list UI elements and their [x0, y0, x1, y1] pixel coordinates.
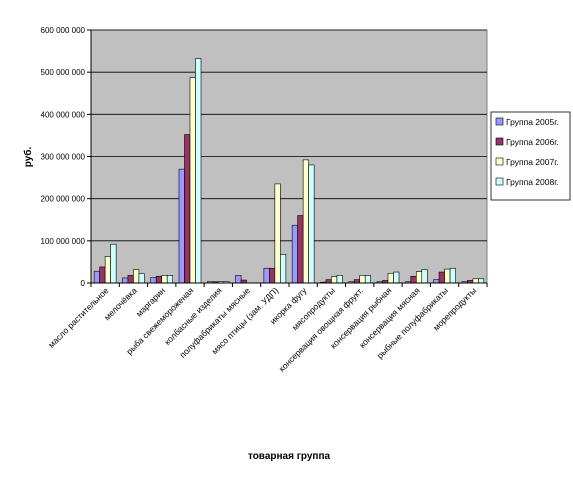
bar [122, 277, 129, 284]
bar [308, 164, 315, 284]
bar [415, 271, 423, 284]
bar [104, 256, 111, 284]
bar [421, 269, 428, 284]
bar [302, 159, 309, 284]
y-axis-ticks: 0 100 000 000 200 000 000 300 000 000 400 00… [41, 26, 91, 288]
bar [444, 268, 451, 284]
bar [297, 215, 304, 284]
bar [138, 273, 145, 284]
bar [155, 275, 163, 284]
bar [359, 275, 366, 284]
legend-label: Группа 2007г. [506, 157, 559, 167]
bar [387, 273, 394, 284]
bar [161, 275, 168, 284]
bar [184, 134, 191, 284]
legend: Группа 2005г. Группа 2006г. Группа 2007г. Г… [490, 111, 571, 201]
bar [331, 276, 338, 284]
bar [433, 279, 440, 284]
bar [235, 275, 242, 284]
bar [449, 267, 456, 284]
bar [364, 275, 372, 284]
bar [393, 271, 400, 284]
bar [280, 254, 287, 284]
legend-swatch [495, 137, 504, 146]
legend-swatch [495, 157, 504, 166]
y-tick-label: 600 000 000 [41, 26, 86, 35]
bar [336, 275, 343, 284]
legend-label: Группа 2008г. [506, 177, 559, 187]
bar [291, 224, 298, 284]
bar [269, 267, 276, 284]
bars [93, 58, 485, 284]
bar [195, 58, 202, 284]
bar [325, 279, 332, 284]
x-tick-label: масло растительное [46, 285, 111, 350]
legend-swatch [495, 117, 504, 126]
legend-label: Группа 2006г. [506, 137, 559, 147]
y-tick-label: 0 [81, 279, 86, 288]
y-axis-title: руб. [22, 147, 34, 168]
bar [178, 168, 185, 284]
bar [166, 275, 174, 284]
gridlines [91, 29, 487, 242]
bar [133, 269, 140, 284]
bar [189, 77, 196, 284]
x-axis-ticks: масло растительноемелочёвкамаргаринрыба … [46, 283, 488, 374]
bar [472, 278, 479, 284]
legend-swatch [495, 177, 504, 186]
x-axis-title: товарная группа [248, 451, 331, 462]
bar [150, 277, 157, 284]
y-tick-label: 100 000 000 [41, 237, 86, 246]
bar [127, 275, 134, 284]
bar [353, 279, 361, 284]
bar [274, 183, 281, 284]
y-tick-label: 300 000 000 [41, 153, 86, 162]
y-tick-label: 500 000 000 [41, 68, 86, 77]
bar [438, 271, 445, 284]
bar [478, 278, 485, 284]
legend-box [490, 111, 571, 201]
bar [110, 243, 117, 284]
bar [263, 267, 270, 284]
bar [99, 266, 106, 284]
y-tick-label: 200 000 000 [41, 195, 86, 204]
bar [93, 270, 100, 284]
y-tick-label: 400 000 000 [41, 110, 86, 119]
legend-label: Группа 2005г. [506, 117, 559, 127]
bar [410, 275, 417, 284]
